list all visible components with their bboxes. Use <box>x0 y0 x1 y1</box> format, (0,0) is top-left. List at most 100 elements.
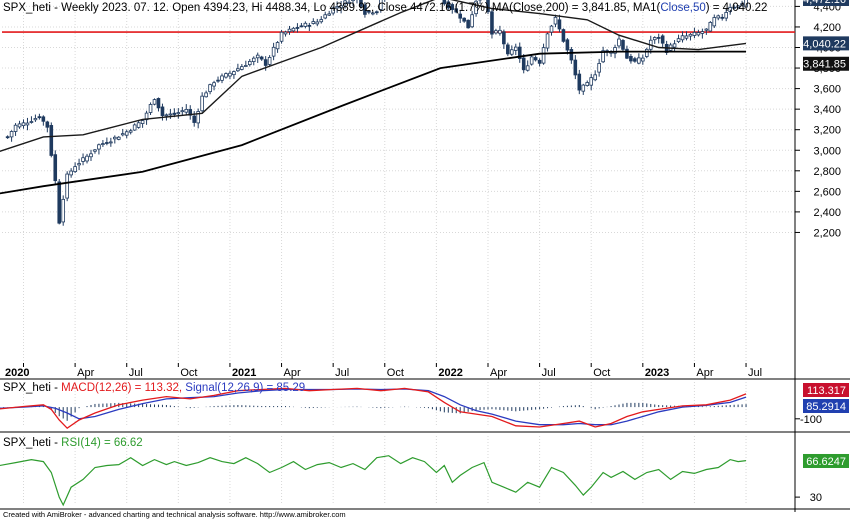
candle-down <box>630 56 633 61</box>
candle-up <box>590 78 593 86</box>
rsi-title: RSI(14) = 66.62 <box>61 437 143 449</box>
x-tick-label: Apr <box>284 367 301 379</box>
candle-up <box>137 123 140 128</box>
footer-credit: Created with AmiBroker - advanced charti… <box>3 510 346 519</box>
candle-up <box>66 174 69 198</box>
candle-up <box>268 57 271 64</box>
candle-down <box>193 116 196 122</box>
candle-up <box>90 154 93 157</box>
candle-down <box>463 18 466 21</box>
candle-up <box>34 118 37 119</box>
candle-up <box>62 199 65 222</box>
candle-down <box>58 182 61 223</box>
candle-up <box>495 31 498 33</box>
candle-up <box>244 65 247 66</box>
price-title-prefix: SPX_heti - Weekly 2023. 07. 12. Open 439… <box>3 2 489 14</box>
candle-up <box>165 115 168 116</box>
x-tick-label: 2021 <box>232 367 256 379</box>
y-tick-label: 4,200 <box>813 22 841 34</box>
candle-up <box>153 100 156 105</box>
candle-down <box>626 49 629 58</box>
candle-down <box>467 20 470 28</box>
candle-up <box>86 156 89 161</box>
candle-up <box>113 137 116 139</box>
candle-down <box>6 137 9 138</box>
candle-up <box>121 134 124 135</box>
candle-up <box>288 29 291 31</box>
candle-up <box>316 22 319 24</box>
ma200-value-label: 3,841.85 <box>803 57 849 71</box>
candle-up <box>70 171 73 175</box>
candle-up <box>653 38 656 40</box>
candle-up <box>542 48 545 63</box>
ma50-value-label-text: 4,040.22 <box>803 38 846 50</box>
rsi-value-label-text: 66.6247 <box>806 456 846 468</box>
candle-up <box>102 144 105 145</box>
candle-up <box>685 36 688 38</box>
candle-down <box>538 60 541 63</box>
ma200-title: MA(Close,200) = 3,841.85, <box>492 2 630 14</box>
candle-down <box>622 40 625 49</box>
candle-down <box>558 20 561 29</box>
candle-up <box>673 44 676 47</box>
candle-up <box>554 17 557 24</box>
candle-down <box>300 26 303 27</box>
candle-down <box>721 17 724 18</box>
candle-down <box>217 80 220 81</box>
candle-up <box>471 15 474 27</box>
candle-down <box>308 25 311 26</box>
candle-up <box>546 34 549 48</box>
y-tick-label: 2,600 <box>813 186 841 198</box>
candle-up <box>169 114 172 115</box>
x-tick-label: Apr <box>696 367 713 379</box>
candle-down <box>296 27 299 28</box>
candle-up <box>18 124 21 127</box>
candle-up <box>709 22 712 31</box>
candle-up <box>10 131 13 136</box>
candle-up <box>637 58 640 63</box>
candle-up <box>526 66 529 70</box>
candle-up <box>320 20 323 22</box>
candle-up <box>272 47 275 56</box>
candle-up <box>276 43 279 49</box>
candle-up <box>129 131 132 132</box>
candle-down <box>570 49 573 60</box>
candle-up <box>713 18 716 26</box>
candle-up <box>240 67 243 70</box>
x-tick-label: 2023 <box>645 367 669 379</box>
candle-up <box>697 33 700 35</box>
candle-up <box>177 113 180 114</box>
x-tick-label: Oct <box>593 367 610 379</box>
macd-value-label: 113.317 <box>803 383 849 397</box>
candle-up <box>324 15 327 18</box>
y-tick-label: 3,400 <box>813 104 841 116</box>
candle-down <box>491 12 494 34</box>
candle-up <box>689 34 692 36</box>
candle-up <box>14 125 17 131</box>
candle-down <box>54 155 57 181</box>
candle-up <box>312 22 315 24</box>
candle-up <box>141 121 144 124</box>
candle-down <box>578 74 581 90</box>
candle-up <box>209 85 212 92</box>
candle-up <box>510 50 513 54</box>
candle-up <box>30 121 33 122</box>
candle-up <box>94 150 97 151</box>
candle-down <box>502 32 505 44</box>
candle-up <box>618 39 621 46</box>
candle-down <box>264 60 267 66</box>
ma50-value-label: 4,040.22 <box>803 36 849 50</box>
candle-up <box>109 142 112 143</box>
signal-value-label: 85.2914 <box>803 399 849 413</box>
macd-title: MACD(12,26) = 113.32, <box>61 382 182 394</box>
x-tick-label: Oct <box>180 367 197 379</box>
x-tick-label: 2020 <box>5 367 29 379</box>
candle-down <box>574 60 577 75</box>
y-tick-label: 2,400 <box>813 207 841 219</box>
candle-up <box>681 36 684 40</box>
candle-down <box>661 36 664 43</box>
x-tick-label: Jul <box>748 367 762 379</box>
y-tick-label: 3,000 <box>813 145 841 157</box>
ma50-title-suffix: ) = 4,040.22 <box>706 2 768 14</box>
candle-up <box>149 104 152 112</box>
